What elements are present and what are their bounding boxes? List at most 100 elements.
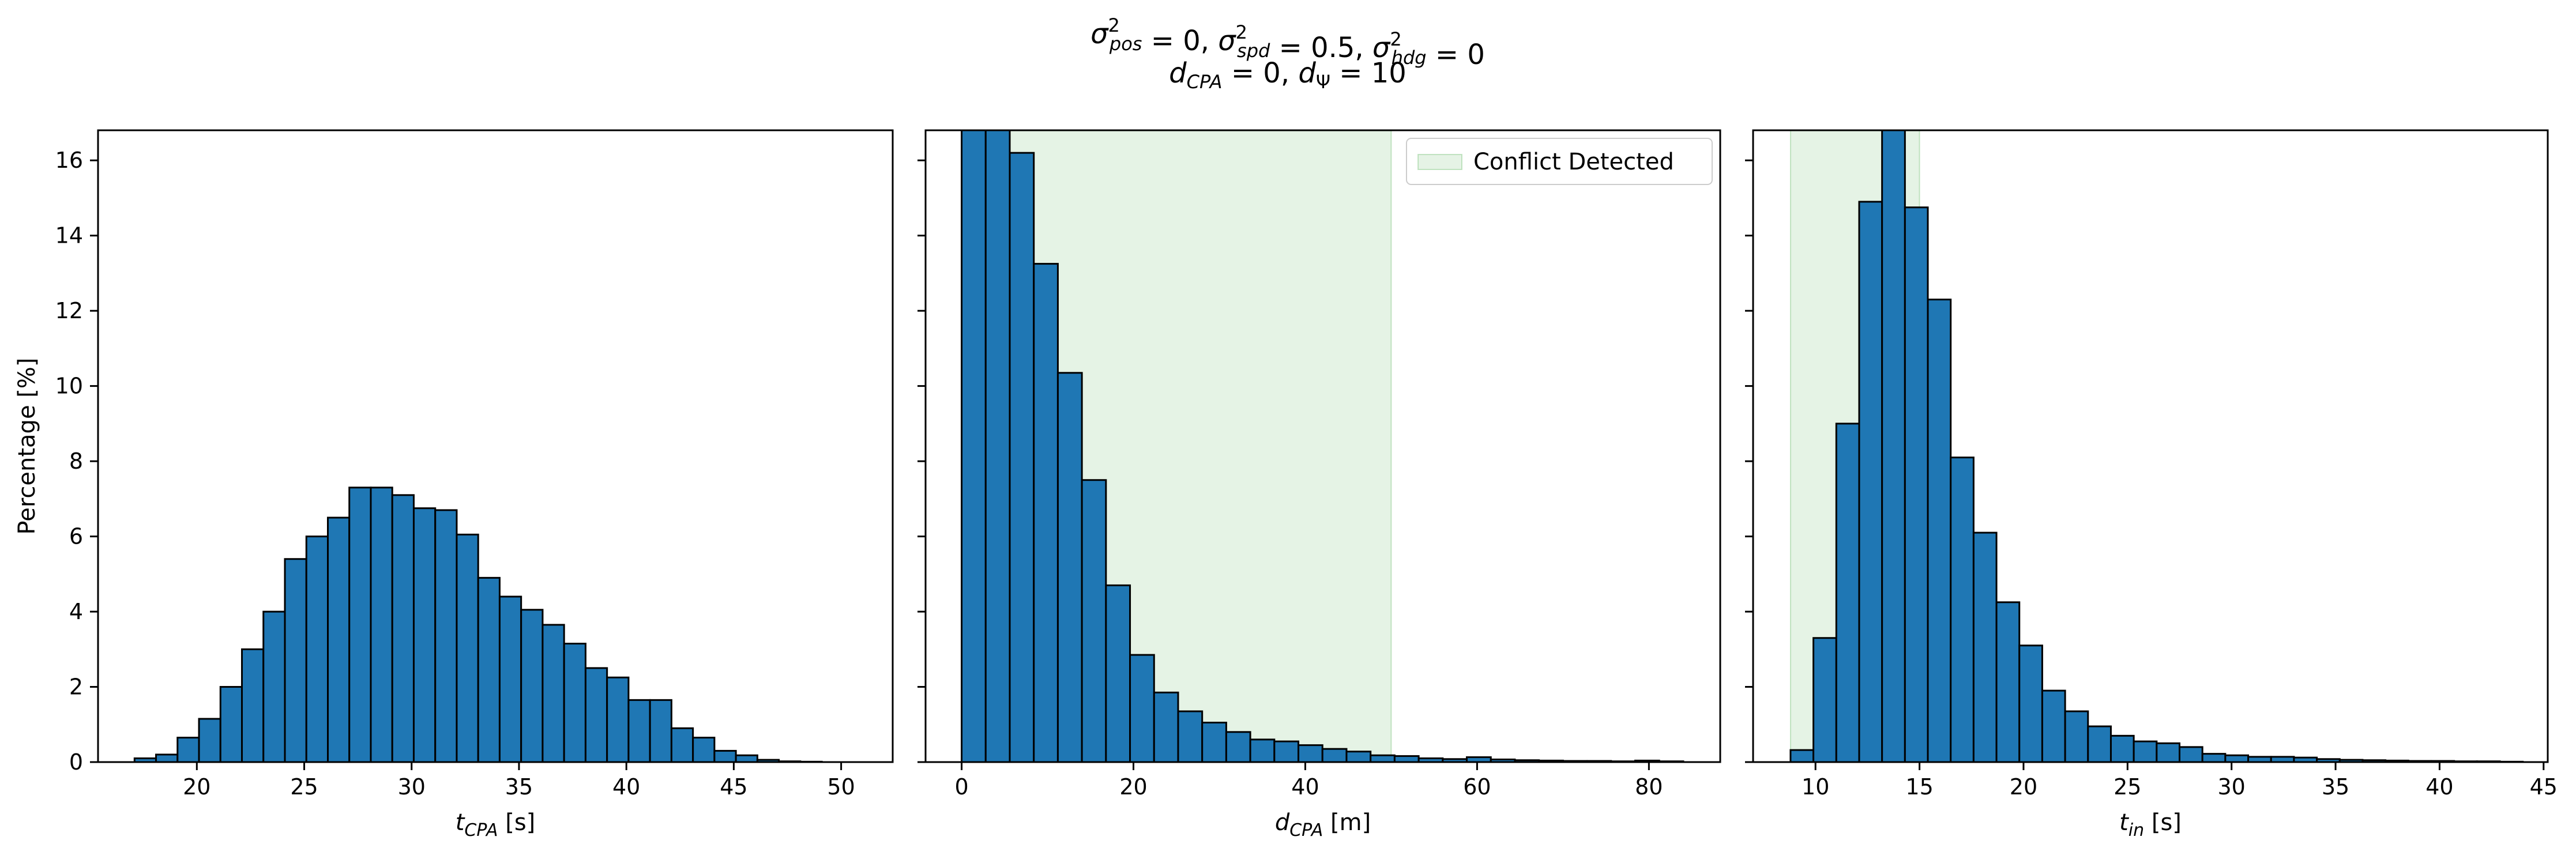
- histogram-bar: [1927, 299, 1952, 762]
- histogram-bar: [713, 749, 737, 762]
- histogram-bar: [2201, 753, 2227, 762]
- histogram-bar: [2179, 746, 2203, 762]
- x-tick-label: 20: [1119, 774, 1147, 800]
- histogram-bar: [1009, 152, 1035, 762]
- histogram-bar: [1056, 372, 1083, 762]
- y-tick-label: 8: [69, 448, 83, 474]
- histogram-bar: [241, 648, 265, 762]
- histogram-bar: [2224, 754, 2250, 762]
- histogram-bar: [262, 610, 286, 762]
- x-tick-label: 30: [2218, 774, 2246, 800]
- legend-label: Conflict Detected: [1473, 149, 1674, 175]
- histogram-bar: [1881, 130, 1906, 762]
- figure-title-line2: dCPA = 0, dΨ = 10: [1169, 57, 1407, 93]
- histogram-bar: [1950, 457, 1975, 762]
- histogram-bar: [627, 699, 651, 762]
- tin-histogram-panel: 10 15 20 25 30 35 40 45 tin [s]: [1745, 129, 2558, 840]
- histogram-bar: [456, 533, 479, 762]
- histogram-bar: [284, 558, 307, 762]
- axes-frame: [97, 129, 894, 763]
- x-tick-label: 40: [612, 774, 640, 800]
- x-tick-label: 45: [720, 774, 747, 800]
- histogram-bar: [1249, 738, 1276, 762]
- x-tick-label: 15: [1905, 774, 1933, 800]
- plot-area: [1789, 130, 2524, 762]
- x-tick-label: 35: [2322, 774, 2349, 800]
- histogram-bar: [348, 487, 372, 762]
- figure-title-line1: σ2 pos = 0, σ2 spd = 0.5, σ2 hdg = 0: [1090, 14, 1485, 71]
- y-tick-label: 12: [55, 298, 83, 323]
- histogram-bar: [606, 676, 630, 762]
- x-tick-label: 40: [2425, 774, 2453, 800]
- axes-frame: [924, 129, 1721, 763]
- histogram-bar: [1153, 691, 1179, 762]
- plot-area: [961, 130, 1684, 762]
- histogram-bar: [1177, 710, 1204, 762]
- histogram-bar: [1273, 740, 1300, 762]
- histogram-bar: [584, 667, 608, 762]
- histogram-bar: [692, 737, 716, 762]
- histogram-bar: [219, 686, 243, 762]
- x-tick-label: 25: [290, 774, 318, 800]
- x-tick-label: 50: [827, 774, 855, 800]
- histogram-bar: [563, 643, 586, 762]
- histogram-bar: [1812, 637, 1837, 762]
- histogram-bar: [1105, 584, 1131, 762]
- histogram-bar: [735, 754, 758, 762]
- histogram-bar: [1298, 744, 1323, 762]
- histogram-bar: [649, 699, 672, 762]
- histogram-bar: [2133, 740, 2158, 762]
- histogram-bar: [1345, 751, 1372, 762]
- plot-area: [133, 487, 823, 762]
- histogram-bar: [1972, 531, 1998, 762]
- x-axis-label: tin [s]: [2119, 809, 2182, 840]
- y-tick-label: 2: [69, 674, 83, 700]
- histogram-bar: [198, 718, 221, 762]
- histogram-bar: [2064, 710, 2089, 762]
- histogram-bar: [1835, 423, 1860, 762]
- x-tick-label: 20: [183, 774, 210, 800]
- x-tick-label: 40: [1291, 774, 1319, 800]
- y-tick-label: 0: [69, 749, 83, 775]
- legend-swatch: [1417, 154, 1462, 170]
- histogram-bar: [1225, 731, 1251, 762]
- histogram-bar: [1904, 206, 1929, 762]
- tcpa-histogram-panel: 20 25 30 35 40 45 50 0 2 4 6 8 10 12 14 16 tCPA [s] Perce…: [14, 129, 894, 840]
- histogram-bar: [1129, 654, 1155, 762]
- x-tick-label: 60: [1463, 774, 1491, 800]
- x-tick-label: 25: [2114, 774, 2141, 800]
- histogram-bar: [670, 727, 694, 762]
- histogram-bar: [1370, 754, 1396, 762]
- histogram-bar: [434, 509, 458, 762]
- legend-box: [1406, 138, 1713, 185]
- histogram-bar: [1081, 479, 1107, 762]
- x-tick-label: 35: [505, 774, 533, 800]
- histogram-bar: [541, 624, 565, 762]
- histogram-bar: [520, 609, 544, 762]
- histogram-bar: [984, 130, 1011, 762]
- x-tick-label: 45: [2530, 774, 2558, 800]
- histogram-bar: [961, 130, 987, 762]
- histogram-bar: [498, 595, 522, 762]
- histogram-bar: [2156, 742, 2181, 762]
- x-tick-label: 10: [1802, 774, 1829, 800]
- histogram-bar: [2041, 689, 2066, 762]
- histogram-bar: [2087, 725, 2112, 762]
- y-tick-label: 4: [69, 599, 83, 624]
- histogram-bar: [1789, 749, 1815, 762]
- histogram-bar: [1995, 601, 2021, 762]
- histogram-bar: [1201, 722, 1227, 762]
- x-tick-label: 20: [2010, 774, 2037, 800]
- x-tick-label: 30: [398, 774, 426, 800]
- axes-frame: [1752, 129, 2549, 763]
- y-axis-label: Percentage [%]: [14, 358, 40, 535]
- x-tick-label: 0: [954, 774, 968, 800]
- x-tick-label: 80: [1635, 774, 1663, 800]
- x-axis-label: dCPA [m]: [1275, 809, 1371, 840]
- histogram-bar: [391, 494, 415, 762]
- histogram-bar: [1033, 263, 1059, 762]
- histogram-bar: [477, 576, 501, 762]
- histogram-bar: [176, 737, 200, 762]
- histogram-bar: [327, 517, 351, 762]
